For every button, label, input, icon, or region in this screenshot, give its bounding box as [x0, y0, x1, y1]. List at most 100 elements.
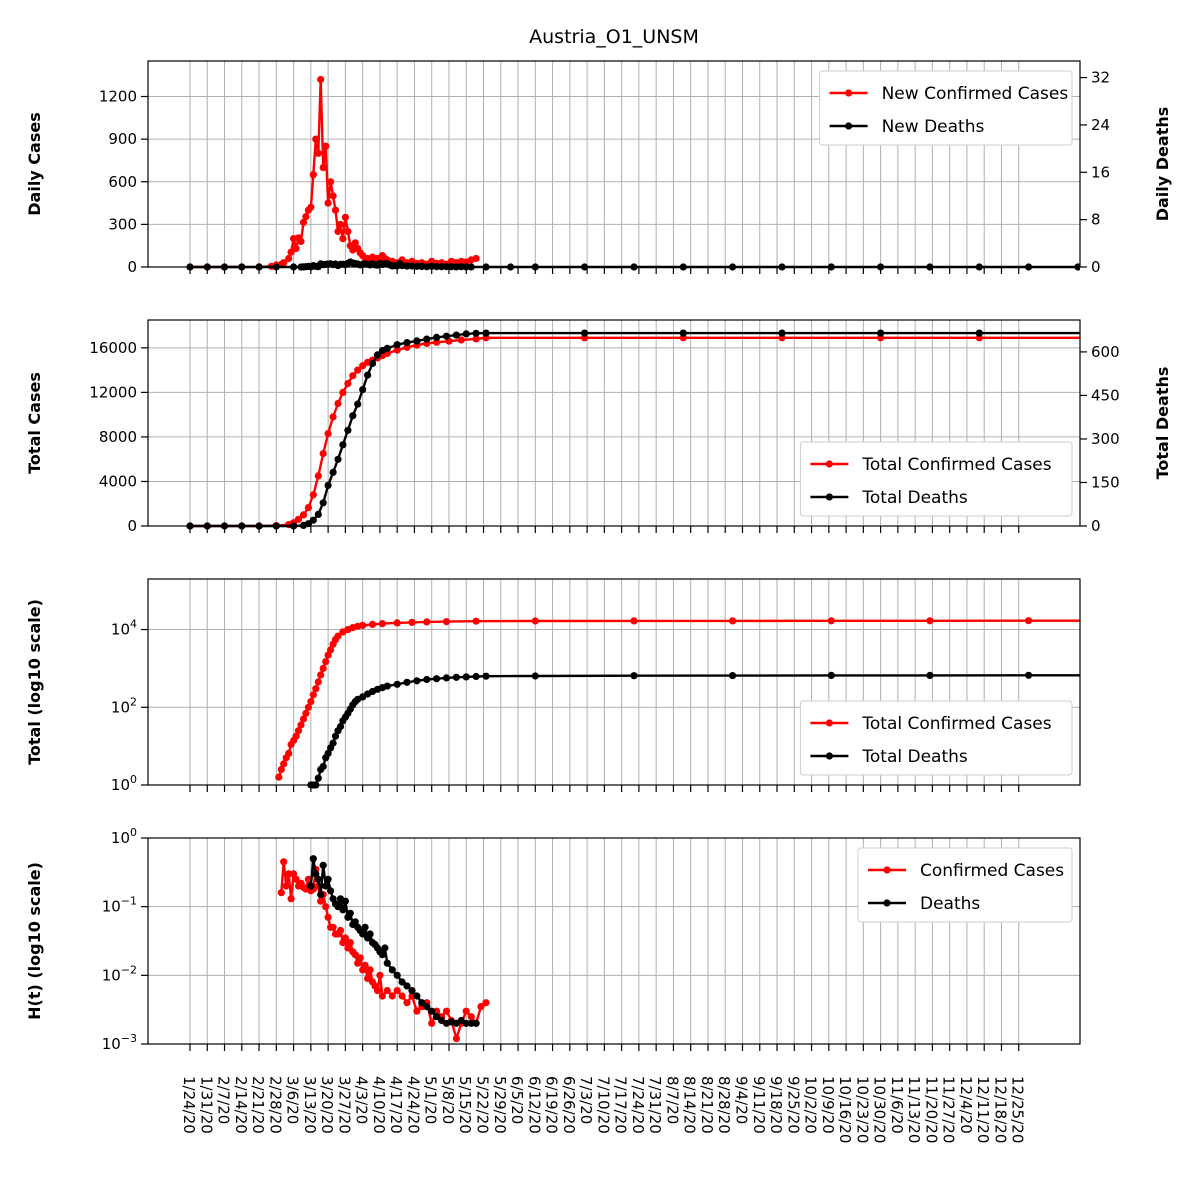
legend: Confirmed Cases Deaths — [857, 847, 1073, 923]
legend-entry-label: Total Confirmed Cases — [861, 714, 1051, 734]
plot-frame — [147, 578, 1081, 786]
data-point — [317, 891, 325, 899]
data-point — [282, 882, 290, 890]
y-tick-label: 8000 — [99, 428, 137, 446]
data-point — [630, 672, 638, 680]
x-tick-label: 11/20/20 — [922, 1076, 940, 1143]
y2-axis-label: Total Deaths — [1153, 367, 1172, 480]
y-tick-label: 10−2 — [102, 963, 137, 984]
data-point — [368, 620, 377, 629]
data-point — [378, 620, 386, 628]
x-tick-label: 8/28/20 — [715, 1076, 733, 1134]
data-point — [344, 426, 352, 434]
x-tick-label: 12/4/20 — [957, 1076, 975, 1134]
tick-base: 10 — [102, 1035, 121, 1053]
data-point — [309, 855, 317, 863]
x-tick-label: 4/17/20 — [387, 1076, 405, 1134]
data-point — [388, 992, 396, 1000]
y-axis-label: Total (log10 scale) — [25, 599, 44, 765]
data-point — [346, 909, 354, 917]
data-point — [299, 715, 308, 723]
legend: Total Confirmed Cases Total Deaths — [799, 441, 1073, 517]
tick-base: 10 — [111, 621, 130, 639]
data-point — [277, 765, 285, 774]
tick-exponent: −3 — [121, 1032, 137, 1045]
x-tick-label: 10/2/20 — [802, 1076, 820, 1134]
data-point — [314, 774, 322, 782]
legend-entry-label: New Confirmed Cases — [882, 84, 1069, 104]
data-point — [341, 897, 349, 905]
data-point — [442, 674, 451, 682]
data-point — [877, 329, 885, 337]
x-tick-label: 8/7/20 — [663, 1076, 681, 1124]
data-point — [302, 709, 310, 717]
data-point — [452, 1035, 460, 1043]
data-point — [294, 727, 303, 735]
x-tick-label: 10/9/20 — [819, 1076, 837, 1134]
y2-tick-label: 24 — [1091, 116, 1110, 134]
data-point — [319, 450, 327, 458]
data-point — [364, 371, 372, 379]
data-point — [433, 1013, 441, 1021]
data-point — [309, 171, 317, 179]
data-point — [327, 887, 335, 895]
x-tick-label: 2/7/20 — [215, 1076, 233, 1124]
data-point — [280, 760, 288, 768]
data-point — [275, 773, 283, 781]
data-point — [383, 682, 391, 690]
figure-title: Austria_O1_UNSM — [529, 26, 699, 48]
data-point — [304, 504, 312, 512]
x-tick-label: 9/11/20 — [750, 1076, 768, 1134]
data-point — [393, 971, 401, 979]
x-tick-label: 1/31/20 — [197, 1076, 215, 1134]
plot-frame — [147, 837, 1081, 1045]
data-point — [344, 379, 352, 388]
data-point — [423, 1003, 431, 1011]
data-point — [442, 618, 451, 626]
x-tick-label: 2/28/20 — [266, 1076, 284, 1134]
y2-tick-label: 32 — [1091, 69, 1110, 87]
series-new-confirmed-cases — [186, 75, 480, 271]
x-tick-label: 10/23/20 — [853, 1076, 871, 1143]
data-point — [356, 954, 364, 962]
data-point — [312, 870, 320, 878]
tick-base: 10 — [102, 898, 121, 916]
data-point — [366, 966, 374, 974]
x-tick-label: 9/4/20 — [733, 1076, 751, 1124]
data-point — [472, 329, 480, 337]
x-tick-label: 6/5/20 — [508, 1076, 526, 1124]
x-tick-label: 7/10/20 — [594, 1076, 612, 1134]
data-point — [383, 959, 391, 967]
data-point — [336, 926, 345, 935]
data-point — [304, 703, 312, 711]
y-axis-label: H(t) (log10 scale) — [25, 862, 44, 1020]
data-point — [1097, 330, 1104, 337]
data-point — [324, 430, 332, 438]
data-point — [398, 978, 406, 986]
x-tick-label: 12/11/20 — [974, 1076, 992, 1143]
data-point — [359, 930, 367, 938]
data-point — [294, 515, 303, 523]
data-point — [383, 344, 391, 352]
data-point — [472, 617, 480, 625]
data-point — [319, 861, 327, 869]
data-point — [341, 934, 349, 942]
data-point — [314, 472, 322, 480]
data-point — [361, 923, 369, 931]
x-tick-label: 5/29/20 — [491, 1076, 509, 1134]
data-point — [309, 491, 317, 499]
series-total-deaths — [307, 671, 1080, 789]
data-point — [334, 632, 342, 640]
y-tick-label: 10−1 — [102, 895, 137, 916]
data-point — [336, 220, 345, 228]
data-point — [287, 895, 295, 903]
data-point — [413, 992, 421, 1000]
data-point — [423, 618, 431, 626]
data-point — [472, 254, 480, 263]
data-point — [403, 999, 411, 1007]
data-point — [433, 675, 441, 683]
data-point — [317, 897, 325, 905]
data-point — [482, 672, 490, 680]
data-point — [373, 987, 382, 995]
